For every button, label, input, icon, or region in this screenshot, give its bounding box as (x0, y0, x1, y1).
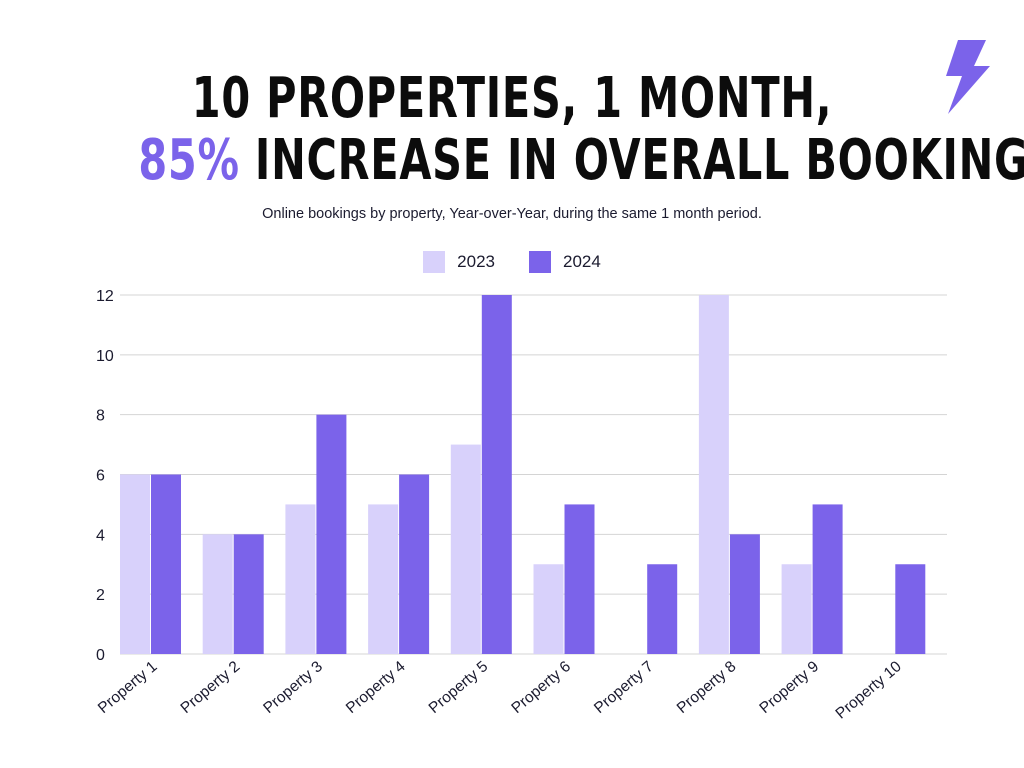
bar-2024-property-10 (895, 564, 926, 654)
x-tick-label-property-9: Property 9 (756, 658, 822, 717)
title-line-2: 85% INCREASE IN OVERALL BOOKINGS (138, 128, 1024, 193)
y-tick-label-6: 6 (96, 468, 105, 485)
x-tick-label-property-1: Property 1 (95, 658, 161, 717)
bar-2024-property-6 (564, 504, 595, 654)
bar-2023-property-1 (120, 474, 150, 654)
title-line-1: 10 PROPERTIES, 1 MONTH, (191, 66, 833, 131)
y-tick-label-12: 12 (96, 288, 114, 305)
legend-item-2023: 2023 (423, 251, 495, 273)
bar-2023-property-6 (533, 564, 564, 654)
x-tick-label-property-4: Property 4 (343, 658, 409, 717)
title-accent-percent: 85% (138, 128, 240, 193)
bar-2024-property-3 (316, 414, 347, 654)
y-tick-label-8: 8 (96, 408, 105, 425)
legend-swatch-2023 (423, 251, 446, 273)
x-tick-label-property-8: Property 8 (674, 658, 740, 717)
x-tick-label-property-5: Property 5 (426, 658, 492, 717)
x-tick-label-property-7: Property 7 (591, 658, 657, 717)
legend-label-2024: 2024 (563, 252, 601, 271)
lightning-bolt-icon (946, 40, 990, 114)
chart-subtitle: Online bookings by property, Year-over-Y… (262, 206, 762, 222)
x-tick-label-property-10: Property 10 (833, 658, 906, 723)
bar-2024-property-4 (399, 474, 430, 654)
x-tick-label-property-3: Property 3 (260, 658, 326, 717)
bar-2023-property-5 (450, 444, 481, 654)
y-tick-label-10: 10 (96, 348, 114, 365)
bar-2023-property-2 (202, 534, 233, 654)
bar-2024-property-2 (233, 534, 264, 654)
bar-2023-property-3 (285, 504, 316, 654)
bar-2024-property-1 (151, 474, 181, 654)
chart-legend: 2023 2024 (0, 251, 1024, 273)
bar-2024-property-9 (812, 504, 843, 654)
y-tick-label-2: 2 (96, 587, 105, 604)
x-tick-label-property-2: Property 2 (178, 658, 244, 717)
page-title: 10 PROPERTIES, 1 MONTH, 85% INCREASE IN … (0, 68, 1024, 192)
legend-label-2023: 2023 (457, 252, 495, 271)
x-tick-label-property-6: Property 6 (508, 658, 574, 717)
bar-2024-property-8 (729, 534, 760, 654)
bar-2024-property-5 (481, 295, 512, 654)
bar-2023-property-9 (781, 564, 812, 654)
bar-2023-property-8 (698, 295, 729, 654)
y-tick-label-0: 0 (96, 647, 105, 664)
title-line-2-text: INCREASE IN OVERALL BOOKINGS (239, 128, 1024, 193)
legend-swatch-2024 (529, 251, 551, 273)
y-tick-label-4: 4 (96, 527, 105, 544)
bar-2023-property-4 (368, 504, 399, 654)
legend-item-2024: 2024 (529, 251, 601, 273)
bar-2024-property-7 (647, 564, 678, 654)
